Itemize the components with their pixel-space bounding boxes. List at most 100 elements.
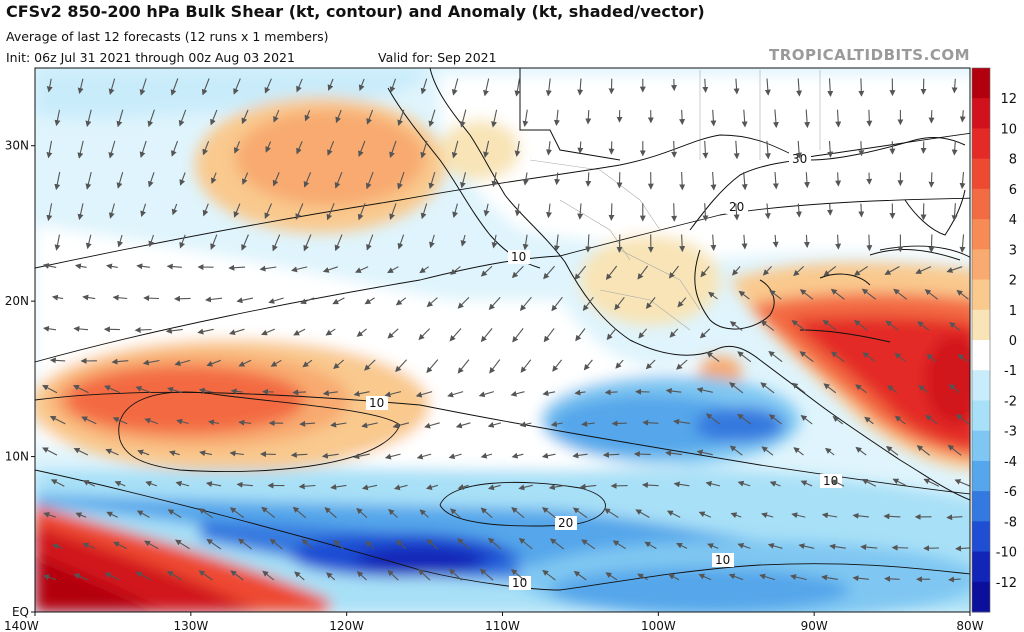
wind-vector-arrow-icon — [791, 319, 806, 331]
wind-vector-arrow-icon — [449, 328, 462, 342]
wind-vector-arrow-icon — [519, 296, 532, 311]
wind-vector-arrow-icon — [447, 391, 464, 398]
wind-vector-arrow-icon — [166, 263, 182, 270]
wind-vector-arrow-icon — [946, 514, 963, 521]
colorbar-swatch — [972, 430, 990, 462]
wind-vector-arrow-icon — [322, 390, 338, 397]
wind-vector-arrow-icon — [480, 452, 493, 459]
wind-vector-arrow-icon — [956, 289, 969, 300]
wind-vector-arrow-icon — [171, 203, 178, 216]
wind-vector-arrow-icon — [228, 264, 246, 271]
wind-vector-arrow-icon — [46, 140, 53, 159]
wind-vector-arrow-icon — [210, 109, 218, 126]
wind-vector-arrow-icon — [361, 422, 378, 429]
lon-label: 100W — [641, 619, 676, 632]
wind-vector-arrow-icon — [708, 291, 718, 300]
wind-vector-arrow-icon — [116, 172, 124, 189]
wind-vector-arrow-icon — [764, 78, 771, 96]
wind-vector-arrow-icon — [768, 414, 782, 425]
wind-vector-arrow-icon — [741, 171, 748, 191]
wind-vector-arrow-icon — [514, 203, 521, 217]
wind-vector-arrow-icon — [791, 382, 806, 394]
colorbar-label: 4 — [1009, 213, 1017, 228]
wind-vector-arrow-icon — [179, 234, 186, 249]
wind-vector-arrow-icon — [665, 388, 682, 394]
wind-vector-arrow-icon — [700, 265, 710, 278]
wind-vector-arrow-icon — [389, 140, 397, 159]
wind-vector-arrow-icon — [572, 452, 588, 459]
wind-vector-arrow-icon — [104, 572, 120, 581]
wind-vector-arrow-icon — [698, 511, 712, 518]
anomaly-shading — [35, 68, 970, 612]
wind-vector-arrow-icon — [82, 542, 96, 549]
wind-vector-arrow-icon — [768, 350, 783, 363]
wind-vector-arrow-icon — [82, 480, 96, 487]
wind-vector-arrow-icon — [202, 140, 210, 156]
wind-vector-arrow-icon — [645, 297, 656, 309]
wind-vector-arrow-icon — [459, 109, 467, 128]
wind-vector-arrow-icon — [608, 203, 615, 221]
wind-vector-arrow-icon — [230, 388, 243, 395]
wind-vector-arrow-icon — [428, 171, 436, 190]
wind-vector-arrow-icon — [671, 140, 678, 158]
contour-label: 20 — [558, 516, 573, 530]
wind-vector-arrow-icon — [772, 234, 779, 248]
wind-vector-arrow-icon — [175, 539, 190, 550]
wind-vector-arrow-icon — [605, 572, 618, 581]
wind-vector-arrow-icon — [954, 479, 970, 487]
wind-vector-arrow-icon — [705, 480, 721, 487]
colorbar-label: -10 — [996, 546, 1017, 561]
wind-vector-arrow-icon — [426, 538, 438, 550]
wind-vector-arrow-icon — [551, 296, 563, 312]
wind-vector-arrow-icon — [957, 353, 968, 362]
wind-vector-arrow-icon — [54, 109, 61, 127]
wind-vector-arrow-icon — [136, 263, 150, 270]
wind-vector-arrow-icon — [233, 78, 241, 95]
wind-vector-arrow-icon — [804, 109, 811, 129]
wind-vector-arrow-icon — [326, 572, 336, 581]
wind-vector-arrow-icon — [574, 389, 586, 396]
wind-vector-arrow-icon — [300, 297, 315, 305]
wind-vector-arrow-icon — [864, 416, 874, 425]
wind-vector-arrow-icon — [117, 234, 124, 248]
wind-vector-arrow-icon — [543, 328, 555, 343]
colorbar-swatch — [972, 279, 990, 311]
wind-vector-arrow-icon — [487, 421, 502, 428]
wind-vector-arrow-icon — [420, 203, 428, 220]
wind-vector-arrow-icon — [46, 203, 53, 222]
wind-vector-arrow-icon — [137, 449, 150, 456]
wind-vector-arrow-icon — [491, 234, 498, 249]
wind-vector-arrow-icon — [142, 359, 160, 366]
wind-vector-arrow-icon — [761, 512, 774, 519]
wind-vector-arrow-icon — [290, 451, 308, 458]
wind-vector-arrow-icon — [827, 203, 834, 216]
wind-vector-arrow-icon — [175, 480, 190, 487]
wind-vector-arrow-icon — [174, 295, 191, 302]
wind-vector-arrow-icon — [866, 109, 873, 127]
wind-vector-arrow-icon — [798, 543, 815, 550]
wind-vector-arrow-icon — [144, 417, 159, 425]
wind-vector-arrow-icon — [522, 172, 529, 186]
wind-vector-arrow-icon — [855, 446, 867, 456]
wind-vector-arrow-icon — [546, 141, 552, 156]
wind-vector-arrow-icon — [825, 447, 835, 456]
wind-vector-arrow-icon — [85, 109, 92, 127]
wind-vector-arrow-icon — [487, 484, 501, 491]
wind-vector-arrow-icon — [759, 573, 776, 581]
wind-vector-arrow-icon — [296, 141, 303, 155]
wind-vector-arrow-icon — [136, 510, 150, 518]
lon-label: 130W — [173, 619, 208, 632]
wind-vector-arrow-icon — [545, 78, 552, 97]
wind-vector-arrow-icon — [612, 540, 626, 550]
wind-vector-arrow-icon — [772, 109, 779, 129]
wind-vector-arrow-icon — [732, 266, 741, 276]
wind-vector-arrow-icon — [951, 78, 958, 94]
wind-vector-arrow-icon — [858, 141, 865, 157]
wind-vector-arrow-icon — [543, 265, 556, 280]
colorbar-label: 12 — [1000, 92, 1017, 107]
wind-vector-arrow-icon — [206, 538, 222, 550]
wind-vector-arrow-icon — [325, 328, 336, 336]
wind-vector-arrow-icon — [50, 479, 65, 487]
wind-vector-arrow-icon — [384, 453, 401, 460]
